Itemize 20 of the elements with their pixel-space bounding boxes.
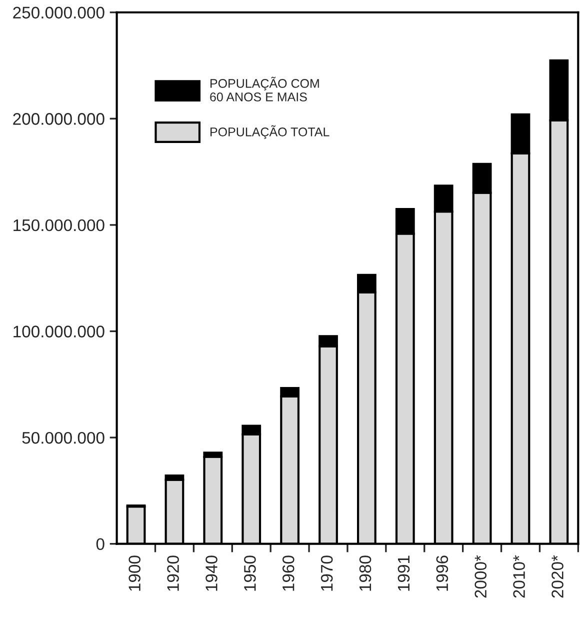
x-tick-label: 2020* (552, 555, 564, 598)
x-tick-label: 1940 (206, 556, 218, 591)
y-tick-label: 200.000.000 (13, 113, 104, 125)
x-tick-label: 1991 (398, 556, 410, 591)
y-tick-label: 50.000.000 (22, 432, 104, 444)
x-tick-label: 1960 (282, 556, 294, 591)
x-tick-label: 1996 (436, 556, 448, 591)
y-tick-label: 250.000.000 (13, 6, 104, 19)
y-tick-label: 0 (96, 538, 104, 550)
x-tick-label: 1900 (128, 556, 140, 591)
x-tick-label: 1920 (167, 556, 179, 591)
x-tick-label: 1950 (244, 556, 256, 591)
legend-label: POPULAÇÃO TOTAL (210, 125, 330, 139)
x-tick-label: 2010* (513, 555, 525, 598)
x-tick-label: 1980 (359, 556, 372, 591)
x-tick-label: 2000* (474, 555, 487, 598)
x-tick-label: 1970 (320, 556, 333, 591)
y-tick-label: 150.000.000 (14, 219, 104, 232)
legend-label: POPULAÇÃO COM 60 ANOS E MAIS (210, 76, 319, 102)
y-tick-label: 100.000.000 (14, 326, 104, 338)
